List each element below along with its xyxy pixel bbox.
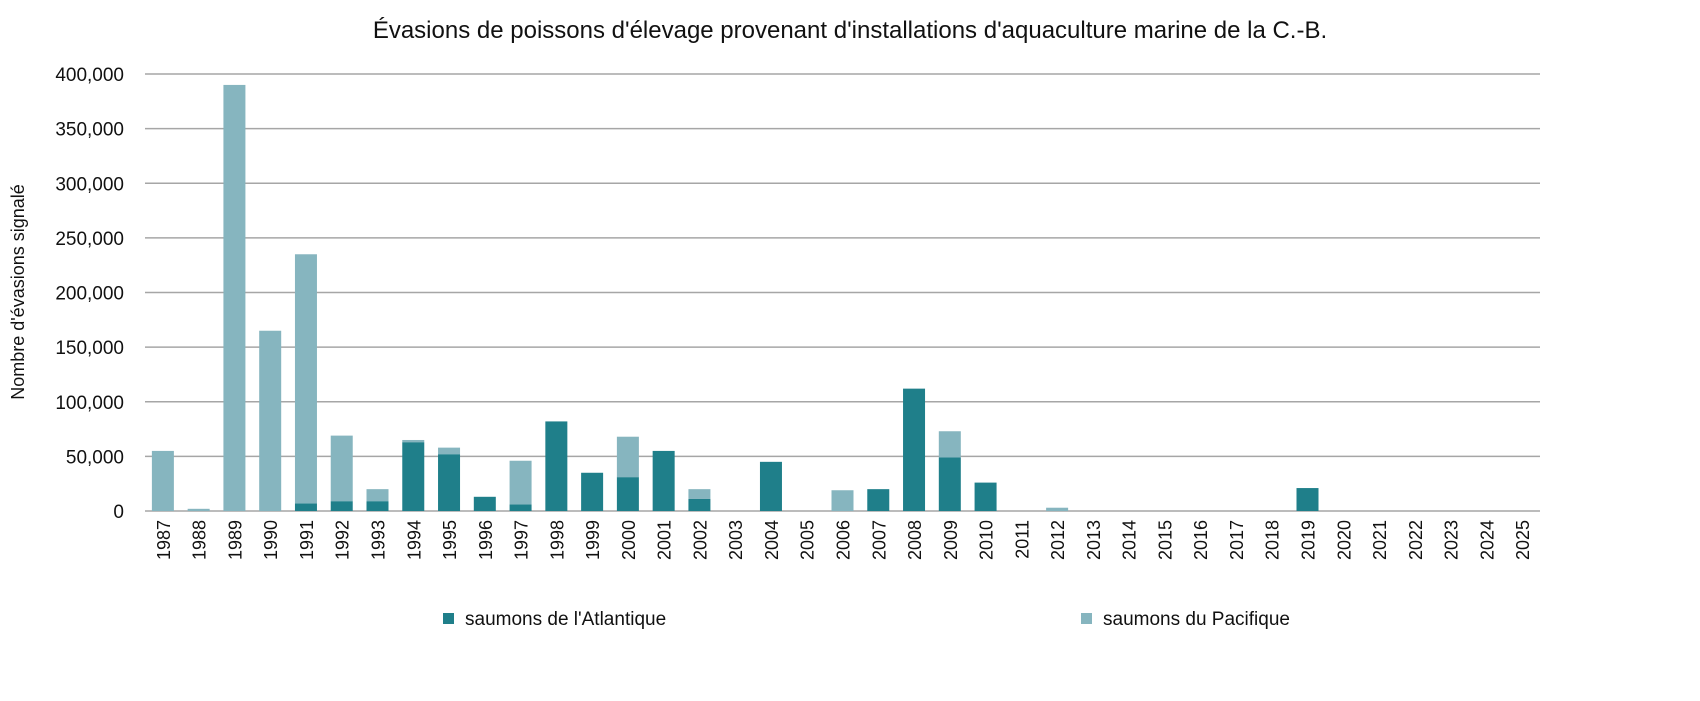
- gridlines: [145, 73, 1540, 512]
- y-tick-label: 200,000: [55, 284, 124, 305]
- legend-label: saumons du Pacifique: [1103, 609, 1290, 630]
- bar-pacific-1988: [187, 508, 210, 511]
- x-tick-label: 1987: [154, 520, 174, 560]
- legend: saumons de l'Atlantique saumons du Pacifi…: [443, 609, 1290, 630]
- x-tick-label: 2024: [1477, 520, 1497, 560]
- x-tick-label: 1991: [297, 520, 317, 560]
- bar-pacific-1990: [259, 330, 282, 511]
- x-tick-label: 2022: [1406, 520, 1426, 560]
- x-tick-label: 2007: [869, 520, 889, 560]
- bar-atlantic-2002: [688, 498, 711, 511]
- x-tick-label: 2002: [690, 520, 710, 560]
- bar-atlantic-2004: [759, 461, 782, 511]
- x-tick-label: 1993: [369, 520, 389, 560]
- bar-atlantic-1995: [438, 454, 461, 511]
- bar-atlantic-2009: [938, 457, 961, 511]
- x-tick-labels: 1987 1988 1989 1990 1991 1992 1993 1994 1995 1996…: [154, 520, 1533, 560]
- bar-atlantic-1999: [581, 472, 604, 511]
- y-tick-label: 50,000: [66, 447, 124, 468]
- bar-pacific-1989: [223, 84, 246, 512]
- x-tick-label: 1989: [225, 520, 245, 560]
- x-tick-label: 2001: [655, 520, 675, 560]
- x-tick-label: 2010: [977, 520, 997, 560]
- bar-atlantic-1992: [330, 501, 353, 511]
- bar-pacific-2009: [938, 431, 961, 458]
- bar-pacific-2006: [831, 490, 854, 511]
- bar-pacific-2000: [616, 436, 639, 478]
- x-tick-label: 1992: [333, 520, 353, 560]
- x-tick-label: 1988: [190, 520, 210, 560]
- x-tick-label: 2003: [726, 520, 746, 560]
- x-tick-label: 2000: [619, 520, 639, 560]
- bar-atlantic-2001: [652, 450, 675, 511]
- x-tick-label: 2015: [1155, 520, 1175, 560]
- x-tick-label: 1996: [476, 520, 496, 560]
- bar-atlantic-2008: [903, 388, 926, 511]
- x-tick-label: 2023: [1442, 520, 1462, 560]
- x-tick-label: 2014: [1120, 520, 1140, 560]
- x-tick-label: 2018: [1263, 520, 1283, 560]
- bar-atlantic-1996: [473, 496, 496, 511]
- x-tick-label: 1999: [583, 520, 603, 560]
- bar-pacific-2012: [1046, 507, 1069, 511]
- bar-pacific-1991: [294, 254, 317, 504]
- x-tick-label: 2011: [1012, 520, 1032, 559]
- y-tick-label: 250,000: [55, 229, 124, 250]
- x-tick-label: 2021: [1370, 520, 1390, 560]
- y-tick-label: 0: [113, 502, 124, 523]
- y-tick-label: 150,000: [55, 338, 124, 359]
- x-tick-label: 2008: [905, 520, 925, 560]
- x-tick-label: 1995: [440, 520, 460, 560]
- bar-atlantic-2007: [867, 489, 890, 511]
- bar-pacific-1995: [438, 447, 461, 455]
- x-tick-label: 2017: [1227, 520, 1247, 560]
- bar-atlantic-2000: [616, 477, 639, 511]
- x-tick-label: 1997: [512, 520, 532, 560]
- y-axis-label: Nombre d'évasions signalé: [8, 184, 28, 400]
- y-tick-label: 400,000: [55, 65, 124, 86]
- x-tick-label: 2006: [834, 520, 854, 560]
- bar-atlantic-2019: [1296, 488, 1319, 511]
- legend-label: saumons de l'Atlantique: [465, 609, 666, 630]
- x-tick-label: 1994: [404, 520, 424, 560]
- y-tick-label: 350,000: [55, 120, 124, 141]
- x-tick-label: 1990: [261, 520, 281, 560]
- bar-atlantic-1998: [545, 421, 568, 511]
- bar-pacific-1994: [402, 439, 425, 443]
- bar-atlantic-1991: [294, 503, 317, 511]
- y-tick-label: 300,000: [55, 174, 124, 195]
- bar-atlantic-1997: [509, 504, 532, 511]
- x-tick-label: 2004: [762, 520, 782, 560]
- bar-pacific-1992: [330, 435, 353, 502]
- legend-swatch: [1081, 613, 1092, 624]
- x-tick-label: 2005: [798, 520, 818, 560]
- bar-pacific-1987: [151, 450, 174, 511]
- y-tick-labels: 0 50,000 100,000 150,000 200,000 250,000 300,0…: [55, 65, 124, 523]
- bar-pacific-1997: [509, 460, 532, 505]
- x-tick-label: 1998: [547, 520, 567, 560]
- x-tick-label: 2016: [1191, 520, 1211, 560]
- x-tick-label: 2009: [941, 520, 961, 560]
- y-tick-label: 100,000: [55, 393, 124, 414]
- x-tick-label: 2019: [1299, 520, 1319, 560]
- bars: [151, 84, 1319, 512]
- bar-pacific-2002: [688, 489, 711, 499]
- bar-atlantic-1993: [366, 501, 389, 511]
- bar-atlantic-2010: [974, 482, 997, 511]
- chart-title: Évasions de poissons d'élevage provenant…: [373, 17, 1327, 44]
- x-tick-label: 2020: [1334, 520, 1354, 560]
- bar-atlantic-1994: [402, 442, 425, 511]
- x-tick-label: 2013: [1084, 520, 1104, 560]
- x-tick-label: 2025: [1513, 520, 1533, 560]
- legend-swatch: [443, 613, 454, 624]
- bar-pacific-1993: [366, 489, 389, 502]
- x-tick-label: 2012: [1048, 520, 1068, 560]
